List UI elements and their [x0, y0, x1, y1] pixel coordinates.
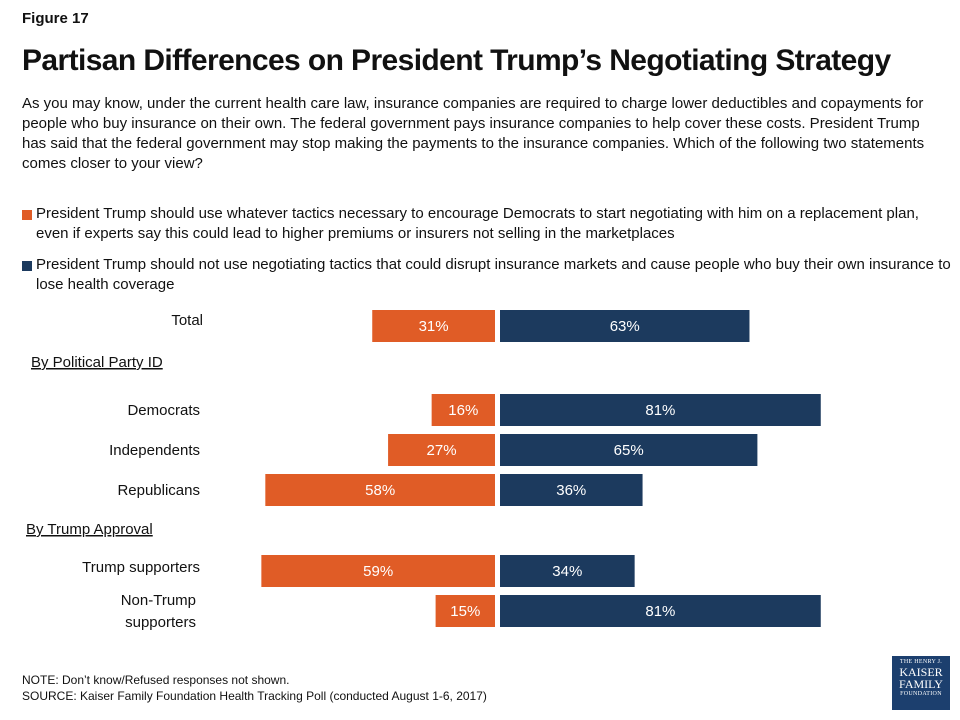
category-label-independents: Independents: [109, 442, 200, 459]
note-text: NOTE: Don’t know/Refused responses not s…: [22, 673, 290, 687]
data-label-tactics-trump-supporters: 59%: [363, 563, 393, 580]
data-label-no-tactics-non-trump-supporters: 81%: [645, 603, 675, 620]
logo-line-2: KAISER: [899, 665, 943, 679]
legend-item-no-tactics: President Trump should not use negotiati…: [22, 255, 952, 295]
bar-tactics-trump-supporters: [261, 555, 495, 587]
category-label-non-trump-supporters: Non-Trump supporters: [121, 592, 196, 631]
legend-swatch-no-tactics: [22, 261, 32, 271]
data-label-no-tactics-trump-supporters: 34%: [552, 563, 582, 580]
bar-no-tactics-trump-supporters: [500, 555, 635, 587]
data-label-tactics-republicans: 58%: [365, 482, 395, 499]
data-label-tactics-total: 31%: [419, 318, 449, 335]
category-label-democrats: Democrats: [127, 402, 200, 419]
data-label-no-tactics-democrats: 81%: [645, 402, 675, 419]
category-label-line: Non-Trump: [121, 592, 196, 609]
source-text: SOURCE: Kaiser Family Foundation Health …: [22, 689, 487, 703]
bar-no-tactics-democrats: [500, 394, 821, 426]
bar-tactics-non-trump-supporters: [435, 595, 495, 627]
bar-tactics-total: [372, 310, 495, 342]
legend-label-no-tactics: President Trump should not use negotiati…: [36, 256, 951, 293]
legend-label-tactics: President Trump should use whatever tact…: [36, 205, 919, 242]
chart-notes: NOTE: Don’t know/Refused responses not s…: [22, 672, 487, 704]
category-label-line: supporters: [125, 614, 196, 631]
bar-no-tactics-total: [500, 310, 750, 342]
bar-tactics-independents: [388, 434, 495, 466]
data-label-tactics-independents: 27%: [427, 442, 457, 459]
category-label-total: Total: [171, 312, 203, 329]
bar-tactics-democrats: [431, 394, 495, 426]
data-label-no-tactics-total: 63%: [610, 318, 640, 335]
data-label-no-tactics-republicans: 36%: [556, 482, 586, 499]
survey-question: As you may know, under the current healt…: [22, 95, 925, 172]
category-label-trump-supporters: Trump supporters: [82, 559, 200, 576]
diverging-bar-chart: Total 31% 63% By Political Party ID Democrat…: [26, 310, 821, 631]
data-label-no-tactics-independents: 65%: [614, 442, 644, 459]
logo-line-3: FAMILY: [899, 677, 943, 691]
figure-label: Figure 17: [22, 10, 89, 27]
logo-line-1: THE HENRY J.: [899, 659, 943, 665]
bar-tactics-republicans: [265, 474, 495, 506]
chart-title: Partisan Differences on President Trump’…: [22, 44, 891, 77]
legend-item-tactics: President Trump should use whatever tact…: [22, 204, 952, 244]
group-header-by-political-party-id: By Political Party ID: [31, 354, 163, 371]
logo-line-4: FOUNDATION: [900, 691, 942, 697]
bar-no-tactics-republicans: [500, 474, 643, 506]
bar-no-tactics-non-trump-supporters: [500, 595, 821, 627]
data-label-tactics-democrats: 16%: [448, 402, 478, 419]
category-label-republicans: Republicans: [117, 482, 200, 499]
kff-logo: THE HENRY J. KAISER FAMILY FOUNDATION: [892, 656, 950, 710]
group-header-by-trump-approval: By Trump Approval: [26, 521, 153, 538]
bar-no-tactics-independents: [500, 434, 758, 466]
legend-swatch-tactics: [22, 210, 32, 220]
data-label-tactics-non-trump-supporters: 15%: [450, 603, 480, 620]
